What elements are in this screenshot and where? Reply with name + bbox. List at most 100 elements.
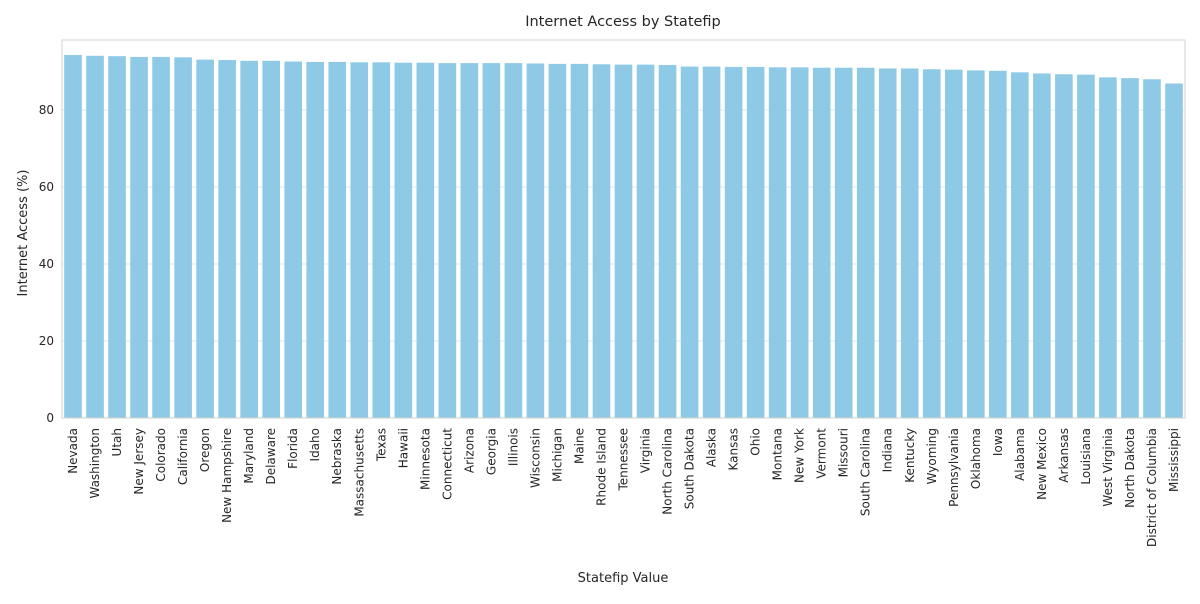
x-tick-label: Oregon (198, 428, 212, 472)
x-tick-label: Pennsylvania (947, 428, 961, 507)
bar (1033, 73, 1051, 418)
bar (152, 56, 170, 419)
x-tick-label: Delaware (264, 428, 278, 485)
bar (240, 60, 258, 418)
x-tick-label: Kentucky (903, 428, 917, 483)
bar (592, 64, 611, 418)
x-tick-label: Iowa (991, 428, 1005, 456)
x-tick-label: South Carolina (859, 428, 873, 516)
bar (130, 56, 148, 419)
bar (614, 64, 633, 418)
bar (174, 57, 192, 419)
bar (570, 63, 589, 419)
x-tick-label: Arkansas (1057, 428, 1071, 483)
x-tick-label: Tennessee (617, 428, 631, 492)
x-tick-label: District of Columbia (1145, 428, 1159, 547)
bar (812, 67, 831, 418)
x-tick-label: Louisiana (1079, 428, 1093, 485)
x-tick-label: Hawaii (396, 428, 410, 468)
bar (1011, 72, 1029, 418)
x-tick-label: Colorado (154, 428, 168, 482)
x-tick-label: Massachusetts (352, 428, 366, 517)
bar (900, 68, 919, 418)
x-tick-label: Utah (110, 428, 124, 456)
bar (350, 62, 369, 418)
bar (1055, 74, 1073, 418)
bar (746, 66, 765, 418)
bar (834, 67, 853, 418)
bar (86, 55, 104, 419)
x-tick-label: North Dakota (1123, 428, 1137, 508)
bar (658, 65, 677, 419)
x-tick-label: Maryland (242, 428, 256, 484)
chart-title: Internet Access by Statefip (525, 14, 721, 30)
x-tick-label: New Mexico (1035, 428, 1049, 500)
bar (790, 67, 809, 418)
x-tick-label: Missouri (837, 428, 851, 477)
bar (394, 62, 413, 419)
bar (548, 63, 567, 419)
x-tick-label: Washington (88, 428, 102, 499)
y-tick-label: 0 (46, 411, 54, 425)
x-axis-label: Statefip Value (578, 571, 669, 586)
x-tick-label: Texas (374, 428, 388, 462)
y-tick-label: 40 (39, 257, 54, 271)
x-tick-label: Ohio (749, 428, 763, 456)
plot-area: 0 20 40 60 80 Nevada Washington Utah New Jersey C… (39, 39, 1186, 547)
x-tick-label: Illinois (506, 428, 520, 466)
x-tick-label: Michigan (550, 428, 564, 482)
x-tick-label: Minnesota (418, 428, 432, 490)
bar (482, 63, 501, 418)
bar (372, 62, 391, 418)
bar (416, 62, 435, 419)
bar (328, 61, 347, 418)
bar (526, 63, 545, 418)
x-tick-label: South Dakota (683, 428, 697, 509)
x-tick-label: Nebraska (330, 428, 344, 485)
x-tick-label: Rhode Island (594, 428, 608, 506)
x-tick-label: California (176, 428, 190, 485)
x-tick-label: Connecticut (440, 428, 454, 500)
x-tick-label: Alabama (1013, 428, 1027, 481)
bar (1165, 83, 1183, 418)
bar (1099, 77, 1117, 419)
x-tick-label: Nevada (66, 428, 80, 474)
bar (724, 66, 743, 418)
x-tick-label: New Jersey (132, 428, 146, 495)
x-tick-label: Wisconsin (528, 428, 542, 488)
x-tick-label: Idaho (308, 428, 322, 461)
x-tick-label: New Hampshire (220, 428, 234, 523)
bar (284, 61, 303, 419)
bar (944, 69, 963, 418)
bar (1077, 74, 1095, 418)
bar (680, 66, 699, 418)
bar (262, 60, 280, 418)
y-tick-label: 20 (39, 334, 54, 348)
bar (856, 67, 875, 418)
x-tick-label: Mississippi (1167, 428, 1181, 492)
x-tick-label: Florida (286, 428, 300, 469)
x-tick-label: New York (793, 428, 807, 483)
bar (702, 66, 721, 418)
bar (218, 60, 236, 418)
bar (1121, 78, 1139, 418)
x-tick-label: Indiana (881, 428, 895, 472)
x-tick-label: West Virginia (1101, 428, 1115, 507)
x-tick-label: Vermont (815, 428, 829, 479)
x-tick-label: Virginia (639, 428, 653, 473)
bar (64, 55, 82, 419)
x-tick-label: Wyoming (925, 428, 939, 484)
x-tick-label: Montana (771, 428, 785, 480)
bar (989, 70, 1007, 418)
bar (768, 67, 787, 418)
bar (438, 63, 457, 418)
bar (196, 59, 214, 419)
bar (306, 61, 325, 418)
x-tick-label: Alaska (705, 428, 719, 467)
bar (504, 63, 523, 418)
x-tick-label: Maine (572, 428, 586, 464)
bar (460, 63, 479, 418)
y-tick-label: 60 (39, 180, 54, 194)
